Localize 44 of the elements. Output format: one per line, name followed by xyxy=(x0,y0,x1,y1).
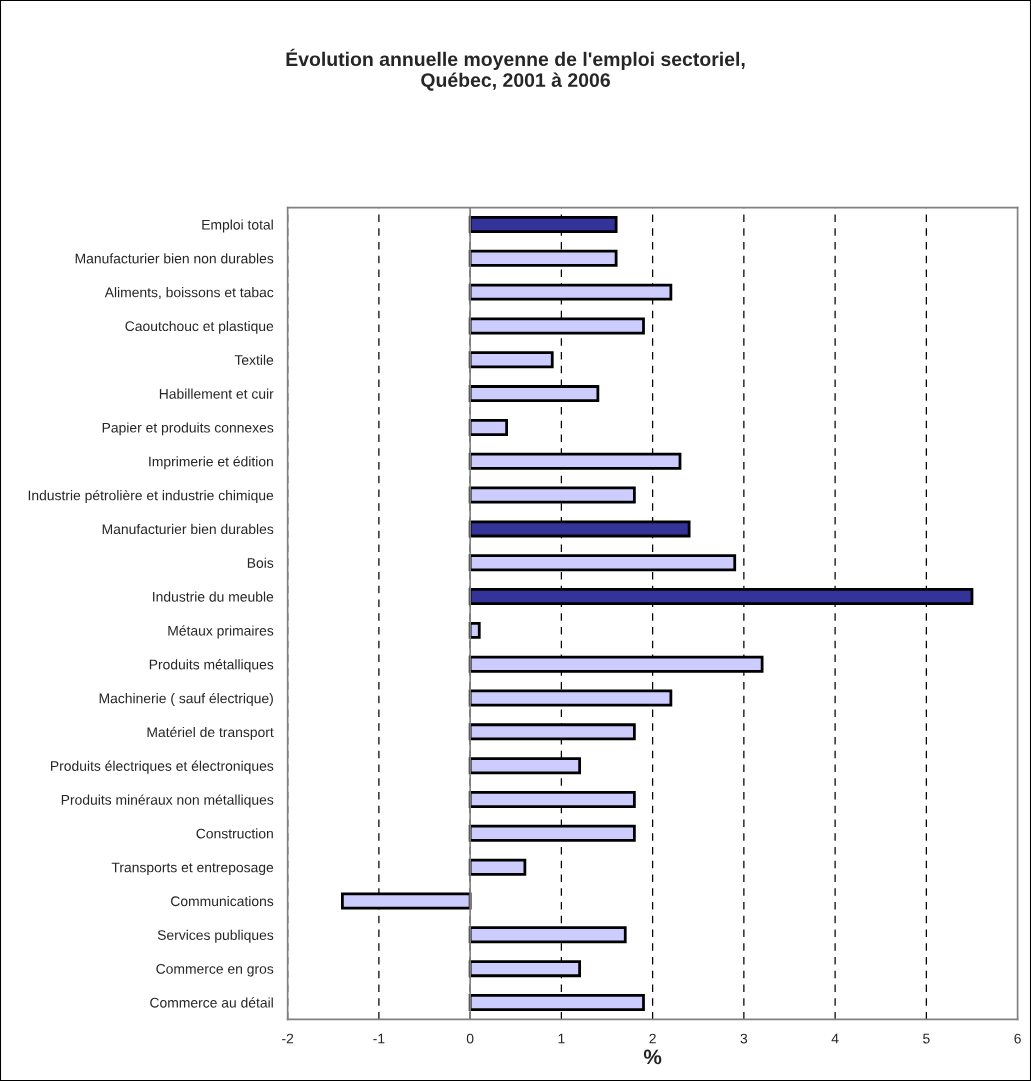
x-tick-label: 2 xyxy=(649,1033,656,1044)
bar xyxy=(468,858,527,876)
bar xyxy=(468,249,618,267)
x-tick-label: -2 xyxy=(282,1033,294,1044)
y-tick-label: Produits minéraux non métalliques xyxy=(61,794,274,808)
y-tick-label: Transports et entreposage xyxy=(111,862,274,876)
y-tick-label: Textile xyxy=(234,354,274,365)
y-tick-label: Manufacturier bien durables xyxy=(102,523,274,535)
y-tick-label: Matériel de transport xyxy=(147,726,274,740)
bar xyxy=(468,757,582,775)
chart-title: Évolution annuelle moyenne de l'emploi sectoriel, Québec, 2001 à 2006 xyxy=(286,48,745,91)
x-tick-label: 4 xyxy=(831,1033,839,1044)
y-tick-label: Industrie du meuble xyxy=(153,591,274,602)
y-tick-label: Manufacturier bien non durables xyxy=(75,253,274,264)
y-tick-label: Commerce au détail xyxy=(150,997,273,1008)
y-tick-label: Construction xyxy=(196,828,273,839)
x-tick-label: 5 xyxy=(923,1033,930,1044)
y-tick-label: Aliments, boissons et tabac xyxy=(104,287,274,299)
y-tick-label: Communications xyxy=(171,895,274,907)
y-tick-label: Machinerie ( sauf électrique) xyxy=(99,692,273,707)
y-tick-label: Caoutchouc et plastique xyxy=(125,320,274,334)
bar xyxy=(468,824,636,842)
x-tick-label: 3 xyxy=(740,1033,748,1044)
y-tick-label: Papier et produits connexes xyxy=(102,422,274,436)
y-tick-label: Métaux primaires xyxy=(168,625,274,639)
y-tick-label: Produits électriques et électroniques xyxy=(51,760,274,774)
y-tick-label: Imprimerie et édition xyxy=(149,456,273,470)
y-tick-label: Services publiques xyxy=(157,929,274,943)
bar xyxy=(468,588,974,606)
y-tick-label: Industrie pétrolière et industrie chimique xyxy=(28,489,274,504)
x-tick-label: 0 xyxy=(466,1033,474,1044)
y-tick-label: Emploi total xyxy=(202,219,273,233)
x-tick-label: -1 xyxy=(373,1033,385,1044)
bar xyxy=(468,418,509,436)
bar xyxy=(468,655,764,673)
x-tick-label: 6 xyxy=(1014,1033,1021,1044)
y-tick-label: Habillement et cuir xyxy=(159,388,274,399)
x-axis-title: % xyxy=(643,1049,662,1065)
bar xyxy=(468,993,645,1011)
y-tick-label: Commerce en gros xyxy=(156,963,274,977)
y-tick-label: Produits métalliques xyxy=(149,659,274,673)
x-tick-label: 1 xyxy=(558,1033,565,1044)
y-tick-label: Bois xyxy=(247,557,274,568)
bar xyxy=(468,351,554,369)
